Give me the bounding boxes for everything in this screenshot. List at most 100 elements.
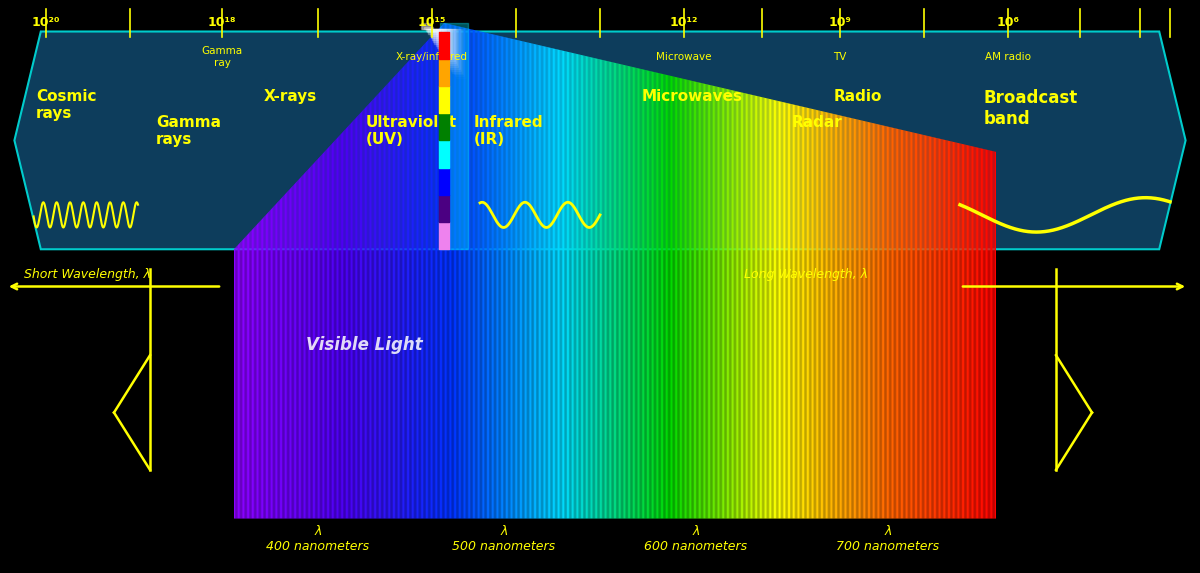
Polygon shape: [863, 121, 864, 519]
Polygon shape: [980, 148, 982, 519]
Polygon shape: [608, 61, 610, 519]
Polygon shape: [235, 246, 236, 519]
Polygon shape: [716, 87, 718, 519]
Polygon shape: [787, 103, 788, 519]
Polygon shape: [727, 89, 728, 519]
Polygon shape: [809, 108, 810, 519]
Polygon shape: [515, 40, 516, 519]
Polygon shape: [919, 134, 922, 519]
Polygon shape: [371, 100, 372, 519]
Polygon shape: [785, 103, 786, 519]
Polygon shape: [14, 32, 1186, 249]
Polygon shape: [890, 127, 892, 519]
Polygon shape: [940, 139, 941, 519]
Polygon shape: [706, 84, 707, 519]
Text: Gamma
rays: Gamma rays: [156, 115, 221, 147]
Polygon shape: [451, 25, 452, 519]
Polygon shape: [815, 109, 816, 519]
Text: X-rays: X-rays: [264, 89, 317, 104]
Polygon shape: [602, 60, 604, 519]
Polygon shape: [864, 121, 865, 519]
Polygon shape: [349, 123, 350, 519]
Polygon shape: [748, 94, 749, 519]
Polygon shape: [280, 199, 281, 519]
Polygon shape: [601, 60, 602, 519]
Polygon shape: [290, 188, 292, 519]
Polygon shape: [578, 54, 580, 519]
Polygon shape: [584, 56, 586, 519]
Polygon shape: [542, 46, 544, 519]
Polygon shape: [338, 136, 340, 519]
Polygon shape: [592, 57, 594, 519]
Polygon shape: [449, 24, 450, 519]
Text: 10¹²: 10¹²: [670, 17, 698, 29]
Polygon shape: [346, 127, 347, 519]
Polygon shape: [643, 69, 644, 519]
Polygon shape: [805, 107, 806, 519]
Polygon shape: [479, 31, 480, 519]
Polygon shape: [949, 141, 950, 519]
Polygon shape: [677, 77, 678, 519]
Polygon shape: [500, 36, 502, 519]
Polygon shape: [545, 46, 546, 519]
Polygon shape: [277, 201, 278, 519]
Polygon shape: [990, 150, 991, 519]
Polygon shape: [299, 178, 300, 519]
Polygon shape: [236, 245, 238, 519]
Polygon shape: [618, 64, 619, 519]
Polygon shape: [929, 136, 930, 519]
Polygon shape: [622, 64, 623, 519]
Polygon shape: [559, 50, 560, 519]
Polygon shape: [775, 100, 776, 519]
Polygon shape: [749, 94, 750, 519]
Polygon shape: [832, 113, 834, 519]
Polygon shape: [685, 79, 686, 519]
Polygon shape: [713, 86, 714, 519]
Polygon shape: [546, 47, 547, 519]
Polygon shape: [301, 175, 302, 519]
Polygon shape: [493, 34, 494, 519]
Polygon shape: [718, 87, 719, 519]
Polygon shape: [761, 97, 762, 519]
Text: TV: TV: [833, 52, 847, 62]
Polygon shape: [979, 148, 980, 519]
Polygon shape: [367, 104, 368, 519]
Polygon shape: [323, 152, 324, 519]
Polygon shape: [400, 70, 401, 519]
Polygon shape: [260, 219, 262, 519]
Polygon shape: [646, 70, 647, 519]
Polygon shape: [701, 83, 703, 519]
Polygon shape: [599, 59, 600, 519]
Polygon shape: [817, 110, 818, 519]
Polygon shape: [707, 84, 708, 519]
Polygon shape: [695, 81, 696, 519]
Polygon shape: [828, 113, 829, 519]
Polygon shape: [847, 117, 848, 519]
Polygon shape: [413, 55, 414, 519]
Polygon shape: [725, 88, 726, 519]
Text: Long Wavelength, λ: Long Wavelength, λ: [744, 268, 868, 281]
Polygon shape: [361, 111, 362, 519]
Polygon shape: [490, 33, 491, 519]
Polygon shape: [342, 132, 343, 519]
Polygon shape: [282, 196, 283, 519]
Polygon shape: [846, 117, 847, 519]
Polygon shape: [576, 54, 577, 519]
Polygon shape: [368, 103, 370, 519]
Polygon shape: [242, 238, 244, 519]
Polygon shape: [522, 41, 523, 519]
Polygon shape: [408, 60, 409, 519]
Polygon shape: [272, 207, 274, 519]
Polygon shape: [938, 139, 940, 519]
Polygon shape: [588, 57, 589, 519]
Polygon shape: [806, 108, 808, 519]
Polygon shape: [656, 73, 658, 519]
Polygon shape: [562, 50, 563, 519]
Polygon shape: [580, 54, 581, 519]
Polygon shape: [719, 87, 720, 519]
Polygon shape: [433, 33, 434, 519]
Polygon shape: [982, 148, 983, 519]
Polygon shape: [989, 150, 990, 519]
Polygon shape: [265, 214, 268, 519]
Text: 10¹⁵: 10¹⁵: [418, 17, 446, 29]
